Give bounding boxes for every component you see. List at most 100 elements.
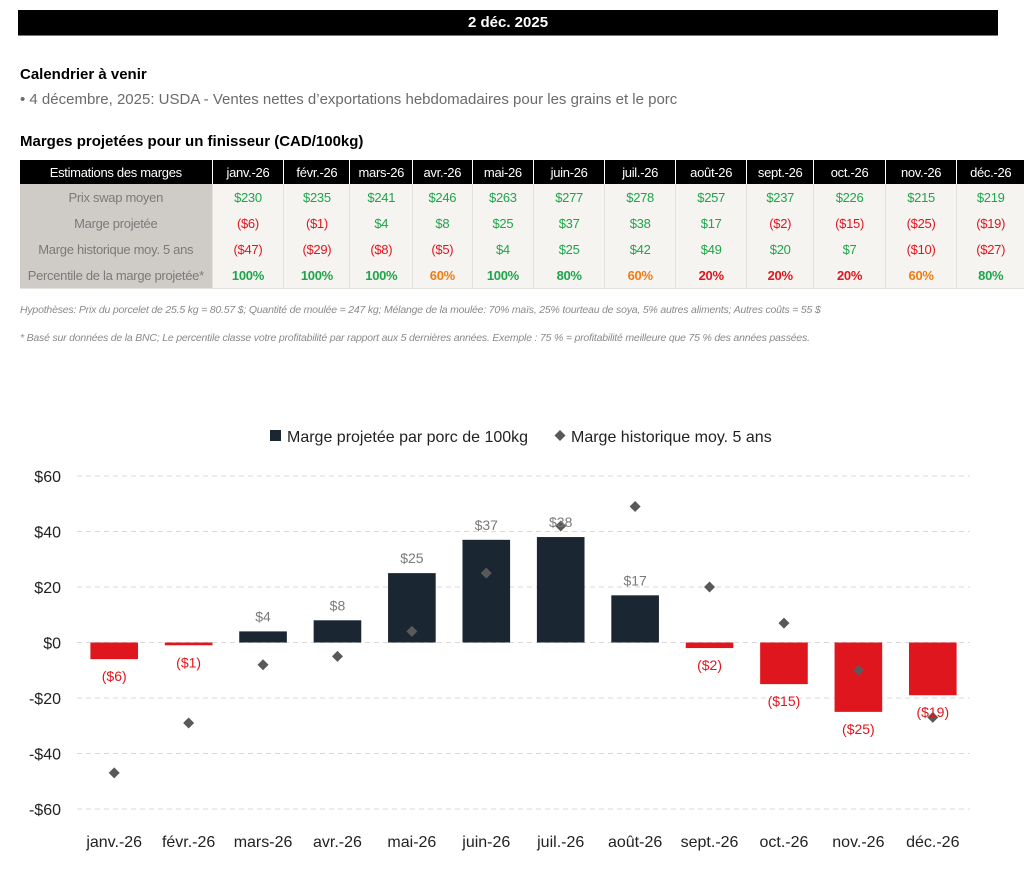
x-tick-label: août-26 bbox=[608, 834, 662, 851]
table-cell: 60% bbox=[603, 262, 676, 289]
bar bbox=[164, 642, 213, 646]
table-row: Marge projetée ($6) ($1) $4 $8 $25 $37 $38 $17 ($… bbox=[20, 210, 1024, 236]
bar-data-label: ($25) bbox=[842, 721, 875, 737]
bar bbox=[239, 631, 287, 643]
row-label: Prix swap moyen bbox=[20, 184, 213, 210]
table-row: Prix swap moyen $230 $235 $241 $246 $263 $277 $… bbox=[20, 184, 1024, 210]
y-tick-label: $0 bbox=[43, 636, 61, 653]
table-cell: $42 bbox=[603, 236, 676, 262]
gridlines bbox=[77, 475, 970, 810]
table-cell: $237 bbox=[746, 184, 814, 210]
table-cell: ($1) bbox=[283, 210, 350, 236]
bar-series bbox=[90, 537, 957, 712]
y-axis: $60 $40 $20 $0 -$20 -$40 -$60 bbox=[29, 469, 61, 819]
table-row: Marge historique moy. 5 ans ($47) ($29) ($8… bbox=[20, 236, 1024, 262]
y-tick-label: -$20 bbox=[29, 691, 61, 708]
table-cell: 80% bbox=[533, 262, 605, 289]
table-cell: $241 bbox=[349, 184, 413, 210]
historical-marker bbox=[852, 664, 864, 676]
historical-marker bbox=[629, 501, 641, 513]
bar bbox=[760, 642, 808, 685]
x-tick-label: juin-26 bbox=[461, 834, 510, 851]
table-cell: $49 bbox=[675, 236, 747, 262]
bar-data-label: $25 bbox=[400, 550, 424, 566]
table-cell: 80% bbox=[956, 262, 1024, 289]
month-header: févr.-26 bbox=[283, 160, 350, 184]
bar bbox=[90, 642, 139, 660]
historical-marker bbox=[704, 581, 716, 593]
x-tick-label: déc.-26 bbox=[906, 834, 959, 851]
table-header-row: Estimations des marges janv.-26 févr.-26 m… bbox=[20, 160, 1024, 184]
x-tick-label: juil.-26 bbox=[536, 834, 584, 851]
table-cell: 60% bbox=[412, 262, 473, 289]
month-header: mai-26 bbox=[471, 160, 534, 184]
margins-table-title: Marges projetées pour un finisseur (CAD/… bbox=[20, 133, 364, 150]
table-cell: 100% bbox=[211, 262, 284, 289]
month-header: nov.-26 bbox=[884, 160, 957, 184]
row-label: Percentile de la marge projetée* bbox=[20, 262, 213, 289]
bar bbox=[462, 539, 511, 643]
historical-marker bbox=[108, 767, 120, 779]
table-cell: $246 bbox=[412, 184, 473, 210]
x-tick-label: avr.-26 bbox=[313, 834, 362, 851]
data-labels: ($6) ($1) $4 $8 $25 $37 $38 $17 ($2) ($15) ($25) ($… bbox=[102, 514, 949, 737]
table-cell: $278 bbox=[603, 184, 676, 210]
bar-data-label: $37 bbox=[475, 517, 499, 533]
table-cell: ($27) bbox=[956, 236, 1024, 262]
legend-diamond-swatch bbox=[554, 430, 566, 441]
y-tick-label: $20 bbox=[34, 580, 61, 597]
historical-marker bbox=[555, 520, 567, 532]
table-cell: ($5) bbox=[412, 236, 473, 262]
historical-marker bbox=[331, 650, 343, 662]
x-tick-label: nov.-26 bbox=[832, 834, 884, 851]
x-axis: janv.-26 févr.-26 mars-26 avr.-26 mai-26 juin… bbox=[85, 834, 959, 851]
month-header: août-26 bbox=[675, 160, 747, 184]
table-cell: $277 bbox=[533, 184, 605, 210]
bar-data-label: ($2) bbox=[697, 657, 722, 673]
bar bbox=[536, 537, 585, 643]
historical-marker bbox=[257, 659, 269, 671]
table-cell: ($6) bbox=[211, 210, 284, 236]
month-header: sept.-26 bbox=[746, 160, 814, 184]
bar-data-label: $17 bbox=[623, 572, 647, 588]
table-cell: 60% bbox=[884, 262, 957, 289]
bar-data-label: $4 bbox=[255, 608, 271, 624]
month-header: mars-26 bbox=[349, 160, 413, 184]
historical-marker bbox=[480, 567, 492, 579]
table-cell: ($8) bbox=[349, 236, 413, 262]
table-cell: $257 bbox=[675, 184, 747, 210]
calendar-item: • 4 décembre, 2025: USDA - Ventes nettes… bbox=[20, 91, 678, 108]
x-tick-label: mai-26 bbox=[387, 834, 436, 851]
table-cell: ($47) bbox=[211, 236, 284, 262]
table-cell: 100% bbox=[349, 262, 413, 289]
date-header: 2 déc. 2025 bbox=[18, 10, 998, 36]
x-tick-label: janv.-26 bbox=[85, 834, 142, 851]
legend-bar-swatch bbox=[270, 430, 281, 441]
table-cell: $226 bbox=[813, 184, 886, 210]
table-cell: $25 bbox=[533, 236, 605, 262]
table-cell: ($29) bbox=[283, 236, 350, 262]
bar-data-label: $38 bbox=[549, 514, 573, 530]
table-cell: $219 bbox=[956, 184, 1024, 210]
historical-marker bbox=[778, 617, 790, 629]
x-tick-label: févr.-26 bbox=[162, 834, 215, 851]
y-tick-label: $60 bbox=[34, 469, 61, 486]
percentile-footnote: * Basé sur données de la BNC; Le percent… bbox=[20, 332, 810, 344]
historical-marker bbox=[927, 711, 939, 723]
y-tick-label: -$60 bbox=[29, 802, 61, 819]
x-tick-label: mars-26 bbox=[234, 834, 293, 851]
y-tick-label: $40 bbox=[34, 525, 61, 542]
bar bbox=[685, 642, 734, 649]
header-label: Estimations des marges bbox=[20, 160, 213, 184]
table-cell: $215 bbox=[884, 184, 957, 210]
assumptions-note: Hypothèses: Prix du porcelet de 25.5 kg … bbox=[20, 304, 821, 316]
table-cell: $25 bbox=[471, 210, 534, 236]
table-cell: $37 bbox=[533, 210, 605, 236]
marker-series bbox=[108, 501, 939, 779]
margins-table: Estimations des marges janv.-26 févr.-26 m… bbox=[20, 160, 1024, 289]
bar-data-label: $8 bbox=[330, 597, 346, 613]
bar-data-label: ($1) bbox=[176, 654, 201, 670]
table-cell: ($10) bbox=[884, 236, 957, 262]
month-header: juil.-26 bbox=[603, 160, 676, 184]
table-cell: $230 bbox=[211, 184, 284, 210]
